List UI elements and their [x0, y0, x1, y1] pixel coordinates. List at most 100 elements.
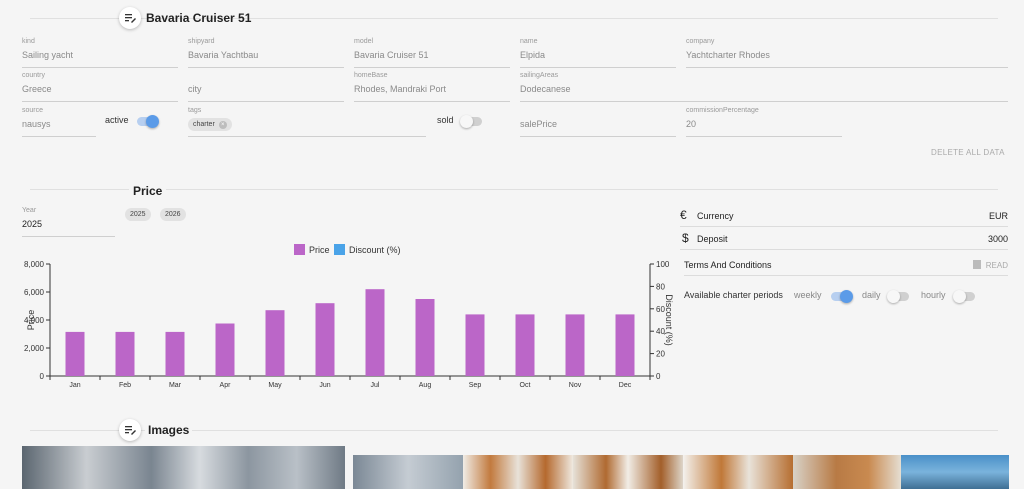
image-thumbnail-7[interactable] — [901, 455, 1009, 489]
y-tick-label: 4,000 — [24, 316, 45, 325]
country-label: country — [22, 72, 45, 79]
x-tick-label: Dec — [619, 382, 632, 389]
model-value: Bavaria Cruiser 51 — [354, 50, 429, 60]
weekly-toggle[interactable] — [831, 290, 853, 303]
header-divider — [30, 18, 998, 19]
city-placeholder: city — [188, 84, 202, 94]
price-bar — [115, 331, 135, 376]
images-title: Images — [145, 423, 193, 437]
x-tick-label: Jan — [69, 382, 80, 389]
homebase-label: homeBase — [354, 72, 388, 79]
price-bar — [65, 331, 85, 376]
year-chip-2025[interactable]: 2025 — [125, 208, 151, 221]
playlist-edit-icon[interactable] — [119, 419, 141, 441]
images-divider — [30, 430, 998, 431]
x-tick-label: Mar — [169, 382, 182, 389]
terms-row: Terms And Conditions READ — [684, 254, 1008, 276]
price-bar — [415, 299, 435, 376]
x-tick-label: Oct — [520, 382, 531, 389]
country-value: Greece — [22, 84, 52, 94]
company-field[interactable]: company Yachtcharter Rhodes — [686, 38, 1008, 68]
y2-tick-label: 60 — [656, 305, 665, 314]
saleprice-field[interactable]: salePrice — [520, 107, 676, 137]
year-field[interactable]: Year 2025 — [22, 207, 115, 237]
commission-field[interactable]: commissionPercentage 20 — [686, 107, 842, 137]
legend-label: Price — [309, 245, 330, 255]
y-tick-label: 6,000 — [24, 288, 45, 297]
image-thumbnail-1[interactable] — [22, 446, 345, 489]
kind-field[interactable]: kind Sailing yacht — [22, 38, 178, 68]
tags-label: tags — [188, 107, 202, 114]
year-label: Year — [22, 207, 37, 214]
image-thumbnail-6[interactable] — [793, 455, 901, 489]
active-label: active — [105, 115, 129, 125]
tag-chip-charter[interactable]: charter × — [188, 118, 232, 131]
x-tick-label: Feb — [119, 382, 131, 389]
price-bar — [565, 314, 585, 376]
commission-value: 20 — [686, 119, 697, 129]
price-bar — [315, 303, 335, 376]
model-field[interactable]: model Bavaria Cruiser 51 — [354, 38, 510, 68]
deposit-value: 3000 — [987, 234, 1008, 244]
sailingareas-label: sailingAreas — [520, 72, 559, 79]
shipyard-field[interactable]: shipyard Bavaria Yachtbau — [188, 38, 344, 68]
x-tick-label: Aug — [419, 382, 432, 389]
playlist-edit-icon[interactable] — [119, 7, 141, 29]
legend-label: Discount (%) — [349, 245, 401, 255]
country-field[interactable]: country Greece — [22, 72, 178, 102]
hourly-toggle[interactable] — [953, 290, 975, 303]
city-field[interactable]: city — [188, 72, 344, 102]
kind-value: Sailing yacht — [22, 50, 74, 60]
deposit-label: Deposit — [697, 234, 728, 244]
y2-tick-label: 100 — [656, 260, 670, 269]
homebase-value: Rhodes, Mandraki Port — [354, 84, 447, 94]
charter-periods-label: Available charter periods — [684, 290, 783, 300]
currency-value: EUR — [988, 211, 1008, 221]
price-title: Price — [129, 184, 167, 198]
shipyard-value: Bavaria Yachtbau — [188, 50, 259, 60]
price-bar — [265, 310, 285, 376]
price-bar — [365, 289, 385, 376]
image-thumbnail-5[interactable] — [683, 455, 793, 489]
y-tick-label: 0 — [40, 372, 45, 381]
homebase-field[interactable]: homeBase Rhodes, Mandraki Port — [354, 72, 510, 102]
x-tick-label: Nov — [569, 382, 582, 389]
sailingareas-field[interactable]: sailingAreas Dodecanese — [520, 72, 1008, 102]
y2-tick-label: 40 — [656, 327, 665, 336]
name-label: name — [520, 38, 538, 45]
y2-axis-label: Discount (%) — [664, 294, 674, 346]
tags-field[interactable]: tags charter × — [188, 107, 426, 137]
close-icon[interactable]: × — [218, 121, 227, 129]
price-bar — [165, 331, 185, 376]
daily-label: daily — [862, 290, 881, 300]
y-tick-label: 2,000 — [24, 344, 45, 353]
daily-toggle[interactable] — [887, 290, 909, 303]
price-bar — [465, 314, 485, 376]
price-bar — [515, 314, 535, 376]
active-toggle[interactable] — [137, 115, 159, 128]
image-thumbnail-3[interactable] — [463, 455, 573, 489]
dollar-icon: $ — [682, 231, 689, 245]
commission-label: commissionPercentage — [686, 107, 759, 114]
company-value: Yachtcharter Rhodes — [686, 50, 770, 60]
x-tick-label: May — [268, 382, 282, 389]
read-terms-button[interactable]: READ — [972, 260, 1008, 270]
weekly-label: weekly — [794, 290, 822, 300]
source-field[interactable]: source nausys — [22, 107, 96, 137]
name-field[interactable]: name Elpida — [520, 38, 676, 68]
image-thumbnail-2[interactable] — [353, 455, 463, 489]
tag-chip-label: charter — [193, 121, 215, 128]
image-thumbnail-4[interactable] — [573, 455, 683, 489]
sold-label: sold — [437, 115, 454, 125]
delete-all-data-button[interactable]: DELETE ALL DATA — [931, 148, 1005, 157]
y-tick-label: 8,000 — [24, 260, 45, 269]
terms-label: Terms And Conditions — [684, 260, 772, 270]
sold-toggle[interactable] — [460, 115, 482, 128]
y2-tick-label: 80 — [656, 282, 665, 291]
page-title: Bavaria Cruiser 51 — [146, 11, 252, 25]
currency-row: € Currency EUR — [680, 205, 1008, 227]
shipyard-label: shipyard — [188, 38, 215, 45]
currency-label: Currency — [697, 211, 734, 221]
document-icon — [972, 260, 981, 269]
year-chip-2026[interactable]: 2026 — [160, 208, 186, 221]
